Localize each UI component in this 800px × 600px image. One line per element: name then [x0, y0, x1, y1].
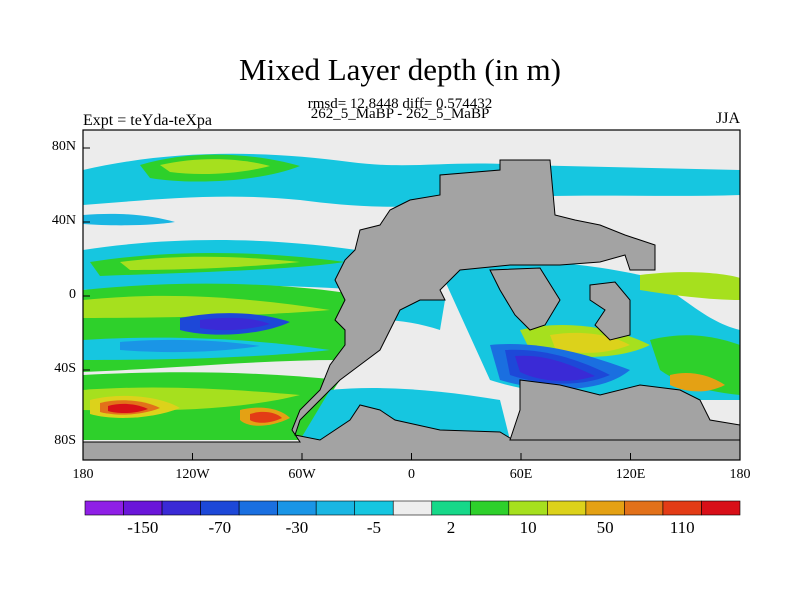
- colorbar-swatch: [123, 500, 163, 516]
- field-contour: [108, 403, 148, 414]
- field-contour: [200, 317, 270, 331]
- colorbar-label: -70: [208, 518, 232, 537]
- field-contour: [120, 256, 300, 270]
- colorbar-swatch: [161, 500, 201, 516]
- colorbar-label: -30: [285, 518, 309, 537]
- colorbar-label: 2: [446, 518, 456, 537]
- longitude-tick-label: 60E: [509, 467, 533, 482]
- colorbar-swatch: [662, 500, 702, 516]
- colorbar-swatch: [84, 500, 124, 516]
- latitude-tick-label: 40S: [54, 361, 76, 376]
- land-mass: [509, 379, 740, 441]
- field-contour: [83, 295, 330, 318]
- colorbar-swatch: [277, 500, 317, 516]
- colorbar-swatch: [200, 500, 240, 516]
- colorbar-label: -150: [127, 518, 159, 537]
- field-contour: [515, 355, 595, 381]
- field-contour: [670, 373, 725, 392]
- latitude-tick-label: 0: [69, 287, 76, 302]
- field-contour: [640, 272, 740, 300]
- longitude-tick-label: 120E: [615, 467, 646, 482]
- colorbar-label: 10: [519, 518, 537, 537]
- runs-subtitle: 262_5_MaBP - 262_5_MaBP: [310, 106, 490, 122]
- longitude-tick-label: 180: [72, 467, 94, 482]
- colorbar-label: -5: [366, 518, 382, 537]
- field-contour: [650, 335, 740, 395]
- field-contour: [120, 339, 260, 353]
- colorbar-swatch: [392, 500, 433, 516]
- season-label: JJA: [715, 110, 740, 127]
- land-mass: [83, 159, 740, 460]
- colorbar-swatch: [508, 500, 548, 516]
- field-contour: [250, 411, 282, 423]
- colorbar-swatch: [431, 500, 471, 516]
- field-contour: [83, 130, 740, 150]
- latitude-tick-label: 80N: [51, 139, 76, 154]
- colorbar-swatch: [585, 500, 625, 516]
- colorbar-label: 50: [596, 518, 614, 537]
- colorbar-swatch: [354, 500, 394, 516]
- latitude-tick-label: 40N: [51, 213, 76, 228]
- colorbar: [84, 500, 741, 516]
- field-layer: [83, 130, 740, 460]
- field-contour: [83, 213, 175, 226]
- colorbar-swatch: [547, 500, 587, 516]
- colorbar-swatch: [701, 500, 741, 516]
- longitude-tick-label: 180: [729, 467, 751, 482]
- latitude-tick-label: 80S: [54, 433, 76, 448]
- longitude-tick-label: 0: [408, 467, 415, 482]
- field-contour: [160, 159, 270, 174]
- colorbar-swatch: [624, 500, 664, 516]
- axis-ticks: [82, 147, 741, 460]
- chart-title: Mixed Layer depth (in m): [239, 52, 561, 87]
- colorbar-swatch: [238, 500, 278, 516]
- land-mass: [489, 267, 561, 331]
- colorbar-swatch: [315, 500, 356, 516]
- colorbar-swatch: [469, 500, 510, 516]
- colorbar-label: 110: [669, 518, 695, 537]
- land-mass: [589, 281, 631, 341]
- stats-subtitle: rmsd= 12.8448 diff= 0.574432: [307, 96, 493, 112]
- experiment-label: Expt = teYda-teXpa: [83, 112, 212, 129]
- longitude-tick-label: 120W: [175, 467, 210, 482]
- longitude-tick-label: 60W: [288, 467, 316, 482]
